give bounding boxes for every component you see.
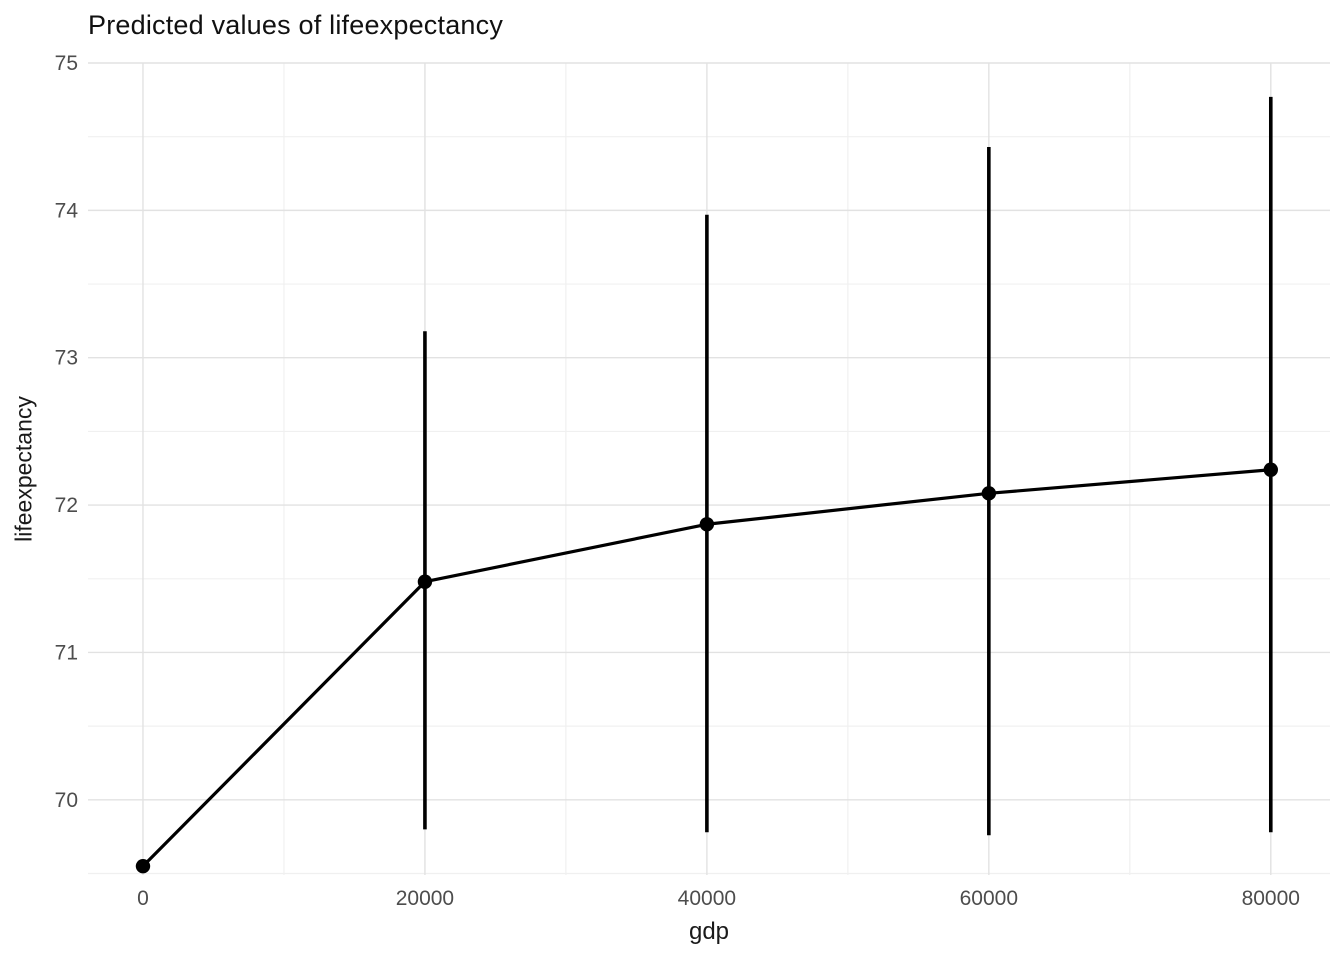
- y-tick-label: 71: [55, 641, 78, 664]
- data-point: [1263, 462, 1278, 477]
- y-tick-label: 72: [55, 494, 78, 517]
- x-tick-label: 40000: [678, 887, 736, 910]
- data-point: [981, 486, 997, 501]
- data-point: [699, 517, 715, 532]
- x-tick-label: 60000: [960, 887, 1018, 910]
- data-point: [417, 574, 433, 589]
- y-tick-label: 75: [55, 52, 78, 75]
- chart-title: Predicted values of lifeexpectancy: [88, 10, 504, 40]
- x-tick-label: 80000: [1242, 887, 1300, 910]
- y-axis-label: lifeexpectancy: [10, 396, 37, 542]
- data-point: [135, 858, 151, 874]
- x-axis-label: gdp: [688, 918, 730, 945]
- y-tick-label: 74: [55, 199, 79, 222]
- x-tick-label: 0: [137, 887, 149, 910]
- y-tick-label: 73: [55, 347, 78, 370]
- x-tick-label: 20000: [396, 887, 454, 910]
- y-tick-label: 70: [55, 789, 78, 812]
